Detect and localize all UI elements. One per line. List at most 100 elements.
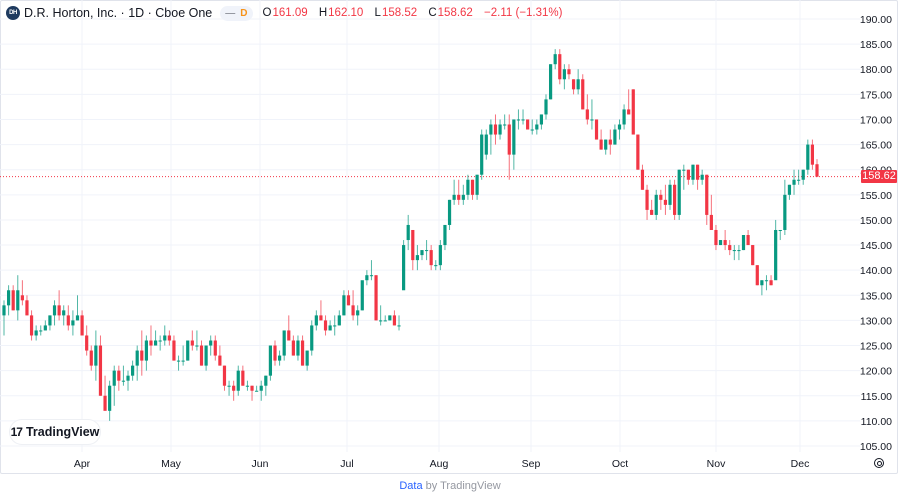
candle [673,184,677,215]
price-axis: 190.00185.00180.00175.00170.00165.00160.… [860,14,892,453]
last-price-label: 158.62 [861,170,897,183]
time-tick: Dec [791,458,810,470]
candle [365,275,369,281]
candle [273,345,277,361]
candle [553,54,557,65]
candle [576,79,580,90]
candle [11,290,15,311]
candle [379,320,383,322]
candle [705,174,709,215]
candle [153,340,158,346]
candle [277,355,282,361]
chart-settings-icon[interactable] [874,458,884,468]
candle [434,265,438,267]
market-status-badge[interactable]: — D [220,5,253,21]
candle [296,340,300,356]
time-tick: Oct [612,458,628,470]
candle [769,280,773,286]
candle [526,119,530,130]
candle [686,169,690,180]
time-tick: Nov [707,458,726,470]
candle [755,265,759,286]
price-tick: 120.00 [860,366,892,378]
candle [16,290,20,311]
chart-frame [0,0,898,474]
candle [480,134,484,175]
candle [801,169,805,180]
candle [172,340,176,361]
price-tick: 140.00 [860,265,892,277]
candle [222,365,227,386]
candle [236,370,240,391]
candle [131,365,135,376]
candle [195,345,199,347]
symbol-title[interactable]: D.R. Horton, Inc. · 1D · Cboe One [24,6,213,20]
candle [452,194,456,200]
candle [484,134,488,155]
candle [810,144,815,165]
candle [718,240,723,246]
candle [360,280,364,311]
candle [548,64,553,100]
grid-lines [0,0,860,452]
time-tick: Jun [252,458,269,470]
candle [392,315,397,326]
candle [659,194,663,200]
candle [232,385,236,391]
candle [346,295,351,306]
candle [424,250,429,252]
time-axis: Apr May Jun Jul Aug Sep Oct Nov Dec [74,458,810,470]
candle [411,229,415,261]
candle [112,370,116,386]
candle [585,109,589,120]
candle [714,229,718,246]
candle [668,184,672,205]
time-tick: Aug [430,458,449,470]
candle [640,169,645,190]
candle [498,124,502,135]
candle [650,209,654,215]
candle [57,305,61,316]
price-tick: 180.00 [860,64,892,76]
candle [617,124,622,130]
candle [213,340,217,356]
candle [604,139,608,150]
high-value: 162.10 [328,7,364,19]
open-value: 161.09 [272,7,308,19]
data-link[interactable]: Data [399,480,423,492]
candle [305,350,309,366]
candle [691,164,695,180]
candle [590,119,594,121]
candle [245,385,250,387]
candle [406,224,410,241]
candle [608,139,612,145]
candle [264,375,268,386]
candle [43,325,47,331]
candle [255,390,259,392]
candle [333,325,337,327]
tradingview-logo[interactable]: 17 TradingView [10,420,100,444]
candle [530,129,534,131]
candle [388,315,392,321]
candle [176,360,181,362]
candle [199,345,204,366]
candle [746,235,750,246]
candle [383,320,387,322]
candle [282,330,286,356]
candle [461,194,465,200]
price-tick: 155.00 [860,190,892,202]
candle [342,295,346,316]
candle [645,189,649,210]
time-tick: Jul [340,458,353,470]
candle [52,305,57,316]
candle [815,164,819,177]
candle [209,340,213,346]
candle [562,69,566,80]
footer-attribution: Data by TradingView [399,480,501,492]
candle [622,109,626,125]
candle [695,164,700,180]
price-tick: 130.00 [860,315,892,327]
candle [792,179,796,185]
candle [475,174,479,195]
